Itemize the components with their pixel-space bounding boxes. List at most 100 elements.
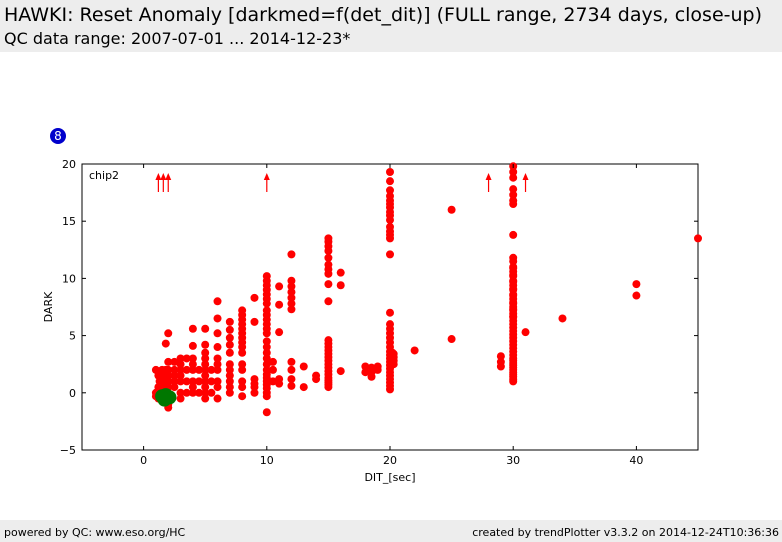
data-point <box>201 360 210 369</box>
data-point <box>386 250 394 259</box>
data-point <box>238 383 247 392</box>
panel-label: chip2 <box>89 169 119 182</box>
x-tick-label: 40 <box>629 454 643 467</box>
data-point <box>268 365 277 374</box>
data-point <box>164 365 173 374</box>
data-point <box>225 317 234 326</box>
data-point <box>509 284 518 293</box>
data-point <box>299 383 308 392</box>
data-point <box>238 348 247 357</box>
data-point <box>287 365 296 374</box>
data-point <box>188 365 197 374</box>
data-point <box>201 377 210 386</box>
data-point <box>250 293 259 302</box>
page-title: HAWKI: Reset Anomaly [darkmed=f(det_dit)… <box>4 4 763 26</box>
data-point <box>324 383 333 392</box>
data-point <box>521 328 530 337</box>
outlier-arrow <box>485 173 492 192</box>
data-point <box>287 299 296 308</box>
data-point <box>386 308 394 317</box>
data-point <box>164 377 173 386</box>
data-point <box>509 257 518 266</box>
data-point <box>287 293 296 302</box>
data-point <box>188 377 197 386</box>
data-point <box>225 371 234 380</box>
data-point <box>262 299 271 308</box>
data-point <box>324 297 333 306</box>
data-point <box>213 360 222 369</box>
data-point <box>447 335 456 344</box>
data-point <box>361 362 370 371</box>
x-tick-label: 20 <box>383 454 397 467</box>
data-point <box>176 377 185 386</box>
data-point <box>182 354 191 363</box>
data-point <box>188 354 197 363</box>
y-tick-label: 15 <box>62 215 76 228</box>
data-point <box>509 168 518 177</box>
data-point <box>207 365 216 374</box>
y-tick-label: 0 <box>69 387 76 400</box>
data-point <box>509 291 518 300</box>
data-point <box>170 383 179 392</box>
data-point <box>509 305 518 314</box>
data-point <box>176 365 185 374</box>
data-point <box>386 177 394 186</box>
data-point <box>287 381 296 390</box>
data-point <box>164 357 173 366</box>
data-point <box>213 329 222 338</box>
data-point <box>225 365 234 374</box>
data-point <box>176 371 185 380</box>
data-point <box>213 354 222 363</box>
data-point <box>170 365 179 374</box>
data-point <box>275 328 284 337</box>
data-point <box>373 365 382 374</box>
data-point <box>238 343 247 352</box>
x-tick-label: 30 <box>506 454 520 467</box>
data-point <box>447 205 456 214</box>
data-point <box>213 297 222 306</box>
data-point <box>275 282 284 291</box>
data-point <box>268 357 277 366</box>
footer-credit: powered by QC: www.eso.org/HC <box>4 526 186 539</box>
data-point <box>213 394 222 403</box>
data-point <box>195 377 204 386</box>
data-point <box>509 185 518 194</box>
data-point <box>312 375 321 384</box>
data-point <box>386 168 394 177</box>
data-point <box>188 360 197 369</box>
y-tick-label: −5 <box>60 444 76 457</box>
data-range-subtitle: QC data range: 2007-07-01 ... 2014-12-23… <box>4 29 351 48</box>
data-point <box>386 216 394 225</box>
data-point <box>262 343 271 352</box>
data-point <box>238 377 247 386</box>
data-point <box>225 360 234 369</box>
data-point <box>509 277 518 286</box>
data-point <box>195 388 204 397</box>
data-point <box>188 388 197 397</box>
data-point <box>182 377 191 386</box>
data-point <box>188 324 197 333</box>
data-point <box>176 360 185 369</box>
outlier-arrow <box>165 173 172 192</box>
data-point <box>238 360 247 369</box>
data-point <box>170 357 179 366</box>
data-point <box>176 388 185 397</box>
data-point <box>632 291 641 300</box>
data-point <box>509 270 518 279</box>
data-point <box>188 383 197 392</box>
data-point <box>336 367 345 376</box>
data-point <box>509 200 518 209</box>
data-point <box>213 383 222 392</box>
data-point <box>164 329 173 338</box>
data-point <box>213 377 222 386</box>
data-point <box>558 314 567 323</box>
data-point <box>225 377 234 386</box>
y-axis-label: DARK <box>42 291 55 322</box>
data-point <box>238 365 247 374</box>
data-point <box>410 346 419 355</box>
data-point <box>336 281 345 290</box>
data-point <box>509 312 518 321</box>
data-point <box>225 388 234 397</box>
data-point <box>509 298 518 307</box>
